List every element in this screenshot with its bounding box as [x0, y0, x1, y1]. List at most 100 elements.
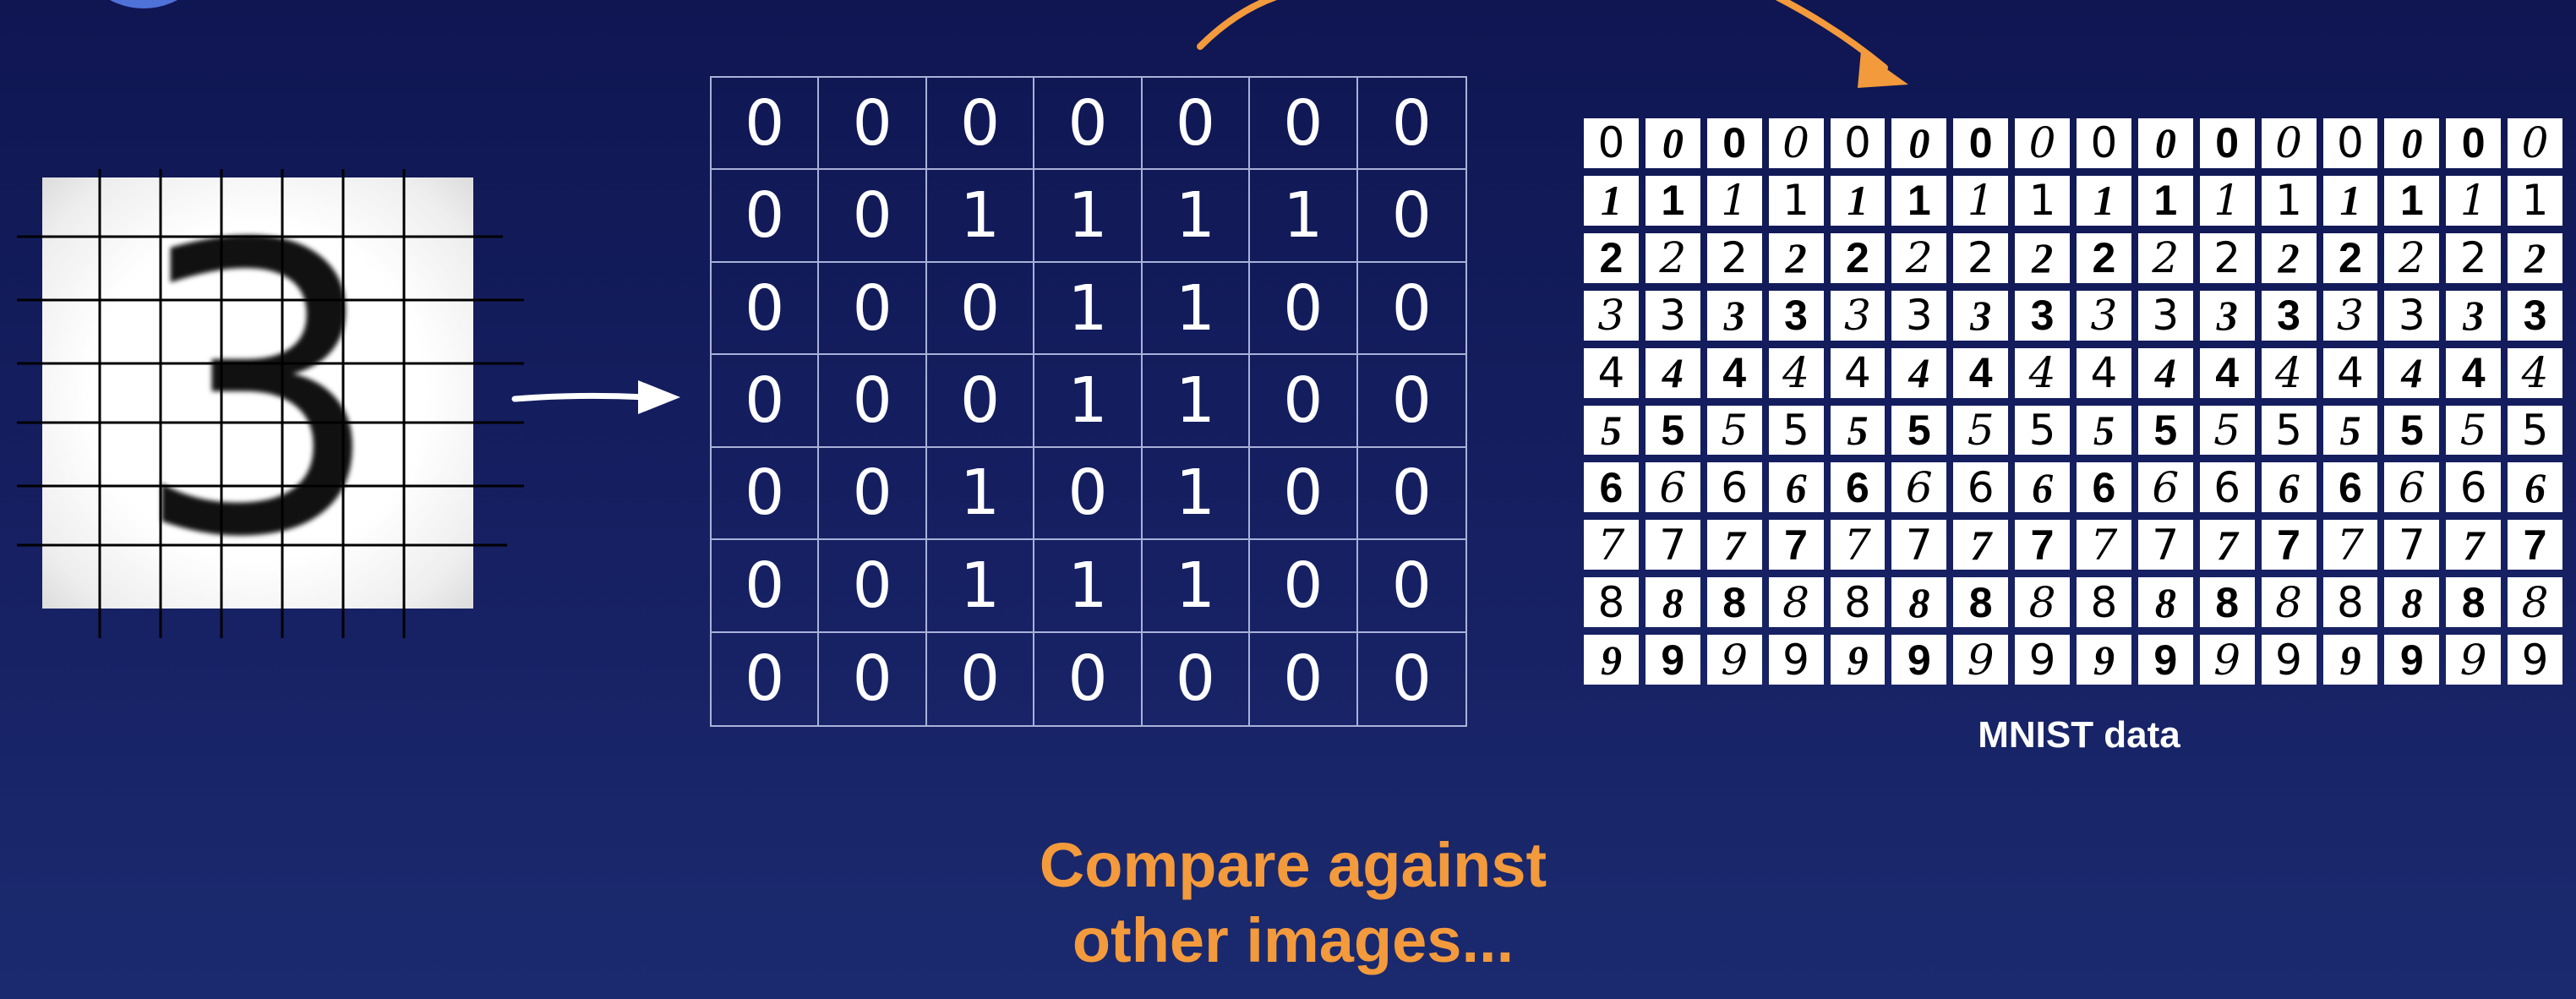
- mnist-digit: 5: [2384, 405, 2440, 456]
- mnist-digit: 2: [2137, 232, 2193, 283]
- matrix-cell: 0: [926, 355, 1035, 448]
- arrow-right-icon: [511, 380, 680, 414]
- mnist-digit: 3: [2261, 290, 2317, 341]
- mnist-digit: 1: [1891, 175, 1947, 226]
- mnist-digit: 8: [1706, 577, 1762, 628]
- mnist-digit: 4: [2261, 347, 2317, 398]
- mnist-digit: 4: [1953, 347, 2009, 398]
- mnist-digit: 0: [2446, 118, 2502, 168]
- matrix-cell: 0: [1142, 78, 1251, 171]
- matrix-cell: 0: [1357, 263, 1465, 356]
- mnist-digit: 1: [2508, 175, 2562, 226]
- matrix-cell: 1: [1142, 540, 1251, 633]
- matrix-cell: 0: [712, 355, 820, 448]
- mnist-digit: 9: [2015, 635, 2070, 685]
- mnist-digit: 2: [1768, 232, 1824, 283]
- mnist-digit: 4: [2199, 347, 2255, 398]
- matrix-cell: 1: [926, 447, 1035, 541]
- mnist-digit: 0: [2199, 118, 2255, 168]
- mnist-digit: 5: [1584, 405, 1639, 456]
- mnist-caption: MNIST data: [1978, 714, 2180, 756]
- mnist-digit: 9: [1830, 635, 1886, 685]
- mnist-digit: 0: [2137, 118, 2193, 168]
- mnist-digit: 9: [1768, 635, 1824, 685]
- matrix-cell: 0: [712, 78, 820, 171]
- matrix-cell: 0: [819, 262, 927, 356]
- mnist-digit: 9: [1891, 635, 1947, 685]
- mnist-digit: 5: [1891, 405, 1947, 456]
- matrix-cell: 0: [1357, 78, 1465, 171]
- mnist-digit: 7: [1891, 520, 1947, 570]
- mnist-digit: 1: [2261, 175, 2317, 226]
- matrix-cell: 1: [1034, 170, 1143, 263]
- mnist-digit: 8: [2015, 577, 2070, 628]
- matrix-cell: 0: [1250, 78, 1358, 171]
- mnist-digit: 4: [1706, 347, 1762, 398]
- mnist-digit: 5: [2077, 405, 2131, 456]
- mnist-digit: 4: [2077, 347, 2131, 398]
- matrix-cell: 0: [1034, 447, 1143, 541]
- input-digit-image: 3: [42, 177, 473, 609]
- mnist-digit: 1: [1953, 175, 2009, 226]
- mnist-digit: 8: [2508, 577, 2562, 628]
- matrix-cell: 0: [1143, 632, 1251, 725]
- matrix-cell: 0: [1250, 355, 1358, 448]
- mnist-digit: 0: [2261, 118, 2317, 168]
- mnist-digit: 6: [1830, 462, 1886, 513]
- mnist-digit: 5: [1953, 405, 2009, 456]
- mnist-digit: 6: [1891, 462, 1947, 513]
- matrix-cell: 0: [927, 632, 1035, 725]
- mnist-digit: 3: [2446, 290, 2502, 341]
- mnist-digit: 5: [2322, 405, 2378, 456]
- mnist-digit: 3: [2137, 290, 2193, 341]
- mnist-digit: 6: [1584, 462, 1639, 513]
- mnist-digit: 6: [1768, 462, 1824, 513]
- mnist-digit: 0: [1584, 118, 1639, 168]
- mnist-digit: 1: [2199, 175, 2255, 226]
- mnist-digit: 3: [2077, 290, 2131, 341]
- mnist-digit: 8: [2322, 577, 2378, 628]
- mnist-digit: 9: [2384, 635, 2440, 685]
- mnist-digit: 6: [2508, 462, 2562, 513]
- mnist-digit: 3: [1645, 290, 1700, 341]
- mnist-digit: 7: [2322, 520, 2378, 570]
- mnist-digit: 5: [1706, 405, 1762, 456]
- mnist-digit: 5: [2137, 405, 2193, 456]
- mnist-digit: 8: [1891, 577, 1947, 628]
- mnist-digit: 7: [1584, 520, 1639, 570]
- mnist-digit: 8: [1830, 577, 1886, 628]
- matrix-cell: 1: [1034, 540, 1143, 633]
- mnist-digit: 8: [1584, 577, 1639, 628]
- mnist-digit: 0: [2077, 118, 2131, 168]
- matrix-cell: 0: [712, 170, 820, 263]
- mnist-digit: 2: [1645, 232, 1700, 283]
- matrix-cell: 0: [1250, 262, 1358, 356]
- mnist-digit: 1: [2077, 175, 2131, 226]
- matrix-cell: 0: [819, 540, 927, 633]
- matrix-cell: 1: [1142, 447, 1251, 541]
- mnist-digit: 7: [1953, 520, 2009, 570]
- mnist-digit: 7: [2015, 520, 2070, 570]
- mnist-digit: 6: [2137, 462, 2193, 513]
- mnist-digit: 3: [1953, 290, 2009, 341]
- matrix-cell: 0: [1357, 540, 1465, 633]
- mnist-digit: 3: [2508, 290, 2562, 341]
- mnist-digit: 4: [1891, 347, 1947, 398]
- mnist-digit: 7: [2137, 520, 2193, 570]
- mnist-digit: 8: [2261, 577, 2317, 628]
- matrix-cell: 1: [1142, 262, 1251, 356]
- matrix-cell: 0: [712, 262, 820, 356]
- mnist-digit: 6: [2199, 462, 2255, 513]
- matrix-cell: 1: [926, 170, 1035, 263]
- mnist-digit: 4: [2137, 347, 2193, 398]
- mnist-digit: 2: [2384, 232, 2440, 283]
- matrix-cell: 0: [819, 78, 927, 171]
- mnist-digit: 5: [2508, 405, 2562, 456]
- matrix-cell: 0: [1250, 632, 1358, 725]
- matrix-cell: 1: [926, 540, 1035, 633]
- mnist-digit: 8: [2137, 577, 2193, 628]
- mnist-digit: 8: [2077, 577, 2131, 628]
- mnist-digit: 3: [1768, 290, 1824, 341]
